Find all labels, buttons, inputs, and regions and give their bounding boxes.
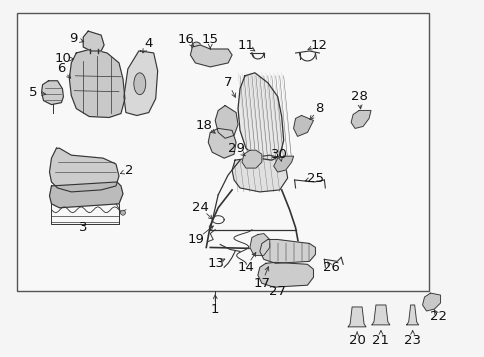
Text: 8: 8: [315, 102, 323, 115]
Text: 7: 7: [224, 76, 232, 89]
Text: 6: 6: [57, 62, 65, 75]
Text: 22: 22: [429, 311, 446, 323]
Ellipse shape: [120, 210, 125, 215]
Text: 23: 23: [403, 334, 420, 347]
Ellipse shape: [134, 73, 146, 95]
Text: 24: 24: [192, 201, 208, 214]
Polygon shape: [242, 150, 261, 168]
Polygon shape: [348, 307, 365, 327]
Polygon shape: [49, 148, 119, 192]
Text: 15: 15: [201, 32, 218, 46]
Text: 20: 20: [348, 334, 365, 347]
Polygon shape: [249, 233, 269, 255]
Text: 9: 9: [69, 32, 77, 45]
Text: 2: 2: [124, 164, 133, 177]
Text: 13: 13: [207, 257, 224, 270]
Polygon shape: [293, 116, 313, 136]
Polygon shape: [42, 81, 63, 105]
Text: 26: 26: [322, 261, 339, 274]
Polygon shape: [215, 106, 238, 138]
Text: 10: 10: [55, 52, 72, 65]
Text: 19: 19: [187, 233, 204, 246]
Polygon shape: [232, 155, 287, 192]
Text: 17: 17: [253, 277, 270, 290]
Polygon shape: [69, 49, 125, 117]
Text: 27: 27: [269, 285, 286, 298]
Polygon shape: [49, 182, 122, 208]
Text: 18: 18: [196, 119, 212, 132]
Polygon shape: [371, 305, 389, 325]
Text: 3: 3: [79, 221, 87, 234]
Polygon shape: [259, 240, 315, 263]
Polygon shape: [422, 293, 439, 311]
Polygon shape: [238, 73, 283, 160]
Text: 16: 16: [178, 32, 195, 46]
Text: 5: 5: [30, 86, 38, 99]
Polygon shape: [406, 305, 418, 325]
Polygon shape: [124, 51, 157, 116]
Text: 21: 21: [372, 334, 389, 347]
Text: 25: 25: [306, 171, 323, 185]
Text: 1: 1: [211, 303, 219, 316]
Polygon shape: [208, 129, 236, 158]
Polygon shape: [257, 262, 313, 287]
Text: 11: 11: [237, 39, 254, 51]
Ellipse shape: [191, 42, 201, 52]
Text: 4: 4: [144, 36, 152, 50]
Polygon shape: [273, 156, 293, 172]
Text: 28: 28: [350, 90, 367, 103]
Polygon shape: [83, 31, 104, 51]
Polygon shape: [350, 111, 370, 129]
Text: 14: 14: [237, 261, 254, 274]
Polygon shape: [190, 45, 232, 67]
Text: 30: 30: [271, 148, 287, 161]
Text: 12: 12: [310, 39, 327, 51]
Bar: [17, 13, 428, 291]
Text: 29: 29: [227, 142, 244, 155]
